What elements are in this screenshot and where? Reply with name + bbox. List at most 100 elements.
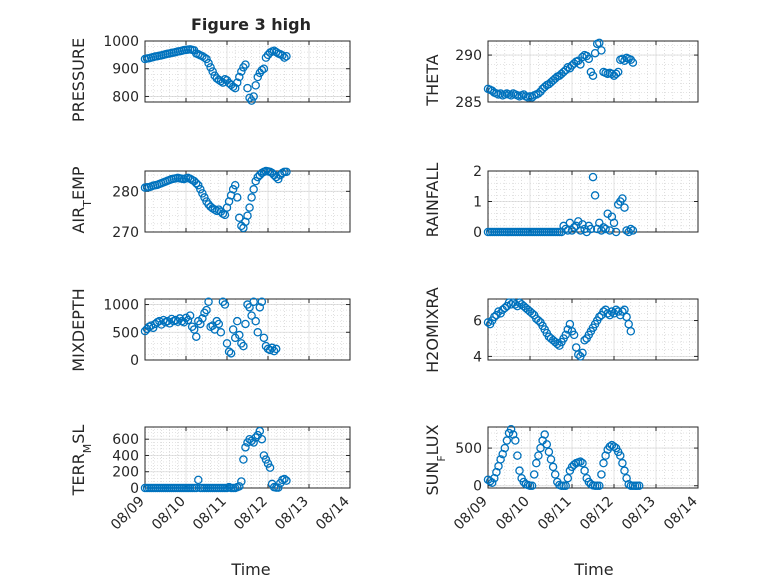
data-point: [261, 455, 271, 464]
data-point: [273, 483, 283, 492]
data-point: [222, 339, 232, 348]
data-point: [515, 466, 524, 475]
data-point: [255, 426, 265, 436]
data-point: [239, 455, 248, 464]
data-point: [506, 91, 516, 100]
data-point: [280, 474, 289, 484]
data-point: [616, 451, 625, 460]
y-tick-label: 800: [112, 89, 139, 105]
data-point: [527, 93, 537, 102]
data-point: [580, 466, 589, 475]
data-point: [171, 315, 180, 325]
x-axis-label-right: Time: [573, 560, 613, 579]
data-point: [249, 297, 258, 307]
data-point: [163, 316, 172, 326]
data-point: [214, 319, 224, 329]
data-point: [249, 438, 258, 447]
y-tick-label: 400: [112, 448, 139, 464]
x-tick-label: 08/14: [313, 493, 353, 533]
data-point: [257, 297, 267, 307]
data-point: [487, 86, 497, 95]
data-point: [200, 193, 209, 202]
data-point: [241, 60, 250, 69]
data-point: [235, 482, 244, 491]
data-point: [613, 67, 623, 77]
data-point: [243, 211, 252, 220]
data-point: [206, 63, 215, 72]
axes-box: [487, 298, 699, 361]
data-point: [202, 305, 211, 315]
data-point: [597, 46, 606, 55]
axes-box: [144, 298, 351, 361]
axes-box: [487, 40, 699, 103]
data-point: [235, 330, 244, 340]
data-point: [241, 319, 250, 329]
data-point: [273, 174, 283, 184]
data-point: [247, 96, 256, 105]
data-point: [232, 316, 242, 326]
y-tick-label: 0: [473, 225, 482, 241]
data-point: [527, 481, 537, 490]
data-point: [247, 193, 256, 202]
data-point: [263, 459, 273, 468]
data-point: [198, 189, 207, 198]
data-point: [609, 218, 619, 228]
x-tick-label: 08/09: [451, 494, 491, 534]
data-point: [237, 477, 246, 486]
y-tick-label: 900: [112, 62, 139, 78]
data-point: [282, 167, 291, 177]
data-point: [599, 307, 608, 316]
data-point: [550, 74, 560, 83]
data-point: [502, 436, 512, 445]
y-tick-label: 270: [112, 225, 139, 241]
data-point: [249, 92, 258, 101]
data-point: [253, 72, 262, 82]
data-point: [239, 341, 248, 351]
axes-box: [487, 426, 699, 489]
y-axis-label: SUNFLUX: [423, 424, 448, 495]
data-point: [542, 440, 552, 449]
y-tick-label: 285: [455, 95, 482, 111]
data-point: [179, 318, 189, 327]
data-point: [204, 58, 213, 68]
subplot-air-temp: 270 280 AIRTEMP: [69, 166, 351, 241]
data-point: [511, 436, 520, 445]
data-point: [511, 300, 520, 309]
x-tick-label: 08/10: [149, 494, 189, 534]
x-tick-label: 08/10: [493, 494, 533, 534]
x-tick-label: 08/09: [108, 494, 148, 534]
data-point: [191, 178, 201, 188]
data-point: [569, 59, 579, 68]
data-point: [595, 218, 604, 228]
y-tick-label: 2: [473, 164, 482, 180]
data-point: [271, 172, 281, 182]
data-point: [257, 434, 267, 444]
subplot-mixdepth: 0 500 1000 MIXDEPTH: [69, 288, 351, 372]
data-point: [280, 53, 289, 62]
data-point: [540, 82, 549, 92]
data-point: [251, 316, 260, 326]
data-point: [191, 332, 201, 341]
y-tick-label: 0: [473, 479, 482, 495]
y-axis-label: THETA: [423, 54, 442, 106]
data-point: [235, 72, 244, 82]
data-point: [208, 67, 217, 76]
data-point: [626, 327, 636, 336]
data-point: [544, 447, 554, 457]
data-point: [634, 481, 644, 490]
axes-box: [144, 40, 351, 103]
data-point: [251, 433, 260, 442]
y-tick-label: 1: [473, 195, 482, 211]
data-point: [597, 470, 606, 479]
data-point: [251, 81, 260, 90]
data-point: [506, 425, 516, 434]
data-point: [241, 443, 250, 452]
data-point: [269, 346, 279, 356]
data-point: [265, 463, 275, 472]
data-point: [611, 69, 621, 79]
figure-title: Figure 3 high: [191, 15, 311, 34]
y-tick-label: 0: [130, 353, 139, 369]
data-point: [563, 325, 573, 334]
data-point: [500, 303, 510, 313]
data-point: [548, 462, 558, 472]
